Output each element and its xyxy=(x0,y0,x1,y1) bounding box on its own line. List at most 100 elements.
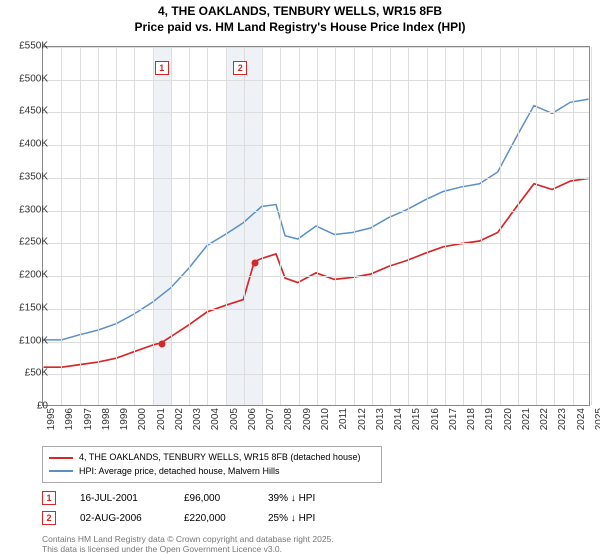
gridline-horizontal xyxy=(43,145,589,146)
chart-container: 4, THE OAKLANDS, TENBURY WELLS, WR15 8FB… xyxy=(0,0,600,560)
x-axis-label: 1996 xyxy=(64,408,75,438)
gridline-vertical xyxy=(317,47,318,405)
y-axis-label: £100K xyxy=(8,335,48,346)
x-axis-label: 2016 xyxy=(430,408,441,438)
gridline-vertical xyxy=(153,47,154,405)
x-axis-label: 2012 xyxy=(357,408,368,438)
x-axis-label: 2014 xyxy=(393,408,404,438)
legend-item: HPI: Average price, detached house, Malv… xyxy=(49,465,375,479)
marker-table-row: 2 02-AUG-2006 £220,000 25% ↓ HPI xyxy=(42,510,348,526)
gridline-vertical xyxy=(116,47,117,405)
marker-table-row: 116-JUL-2001£96,00039% ↓ HPI xyxy=(42,490,348,506)
x-axis-label: 2025 xyxy=(594,408,600,438)
chart-lines-svg xyxy=(43,47,589,405)
gridline-vertical xyxy=(573,47,574,405)
gridline-horizontal xyxy=(43,112,589,113)
gridline-vertical xyxy=(481,47,482,405)
x-axis-label: 2020 xyxy=(503,408,514,438)
footnote: Contains HM Land Registry data © Crown c… xyxy=(42,534,334,554)
y-axis-label: £300K xyxy=(8,204,48,215)
x-axis-label: 2023 xyxy=(557,408,568,438)
y-axis-label: £350K xyxy=(8,171,48,182)
legend-label: 4, THE OAKLANDS, TENBURY WELLS, WR15 8FB… xyxy=(79,451,360,465)
x-axis-label: 1995 xyxy=(46,408,57,438)
x-axis-label: 2007 xyxy=(265,408,276,438)
y-axis-label: £250K xyxy=(8,237,48,248)
x-axis-label: 2006 xyxy=(247,408,258,438)
gridline-vertical xyxy=(354,47,355,405)
gridline-vertical xyxy=(61,47,62,405)
marker-num-box: 2 xyxy=(42,511,56,525)
y-axis-label: £450K xyxy=(8,106,48,117)
plot-area: 12 xyxy=(42,46,590,406)
x-axis-label: 2001 xyxy=(156,408,167,438)
x-axis-label: 2002 xyxy=(174,408,185,438)
gridline-vertical xyxy=(408,47,409,405)
gridline-vertical xyxy=(280,47,281,405)
price-marker-label: 2 xyxy=(233,61,247,75)
gridline-vertical xyxy=(427,47,428,405)
y-axis-label: £550K xyxy=(8,41,48,52)
gridline-horizontal xyxy=(43,276,589,277)
legend-item: 4, THE OAKLANDS, TENBURY WELLS, WR15 8FB… xyxy=(49,451,375,465)
x-axis-label: 2013 xyxy=(375,408,386,438)
marker-price: £220,000 xyxy=(184,513,244,524)
series-line xyxy=(44,178,589,367)
x-axis-label: 2000 xyxy=(137,408,148,438)
gridline-vertical xyxy=(226,47,227,405)
x-axis-label: 2009 xyxy=(302,408,313,438)
gridline-vertical xyxy=(299,47,300,405)
x-axis-label: 2004 xyxy=(210,408,221,438)
x-axis-label: 2003 xyxy=(192,408,203,438)
price-marker-label: 1 xyxy=(155,61,169,75)
gridline-horizontal xyxy=(43,374,589,375)
gridline-vertical xyxy=(207,47,208,405)
gridline-vertical xyxy=(390,47,391,405)
gridline-horizontal xyxy=(43,243,589,244)
gridline-vertical xyxy=(518,47,519,405)
legend-swatch xyxy=(49,457,73,459)
x-axis-label: 2018 xyxy=(466,408,477,438)
marker-price: £96,000 xyxy=(184,493,244,504)
marker-delta: 25% ↓ HPI xyxy=(268,513,348,524)
gridline-vertical xyxy=(262,47,263,405)
gridline-vertical xyxy=(98,47,99,405)
gridline-horizontal xyxy=(43,211,589,212)
gridline-vertical xyxy=(445,47,446,405)
x-axis-label: 2022 xyxy=(539,408,550,438)
gridline-vertical xyxy=(500,47,501,405)
x-axis-label: 1997 xyxy=(83,408,94,438)
y-axis-label: £400K xyxy=(8,139,48,150)
x-axis-label: 2008 xyxy=(283,408,294,438)
marker-table: 116-JUL-2001£96,00039% ↓ HPI202-AUG-2006… xyxy=(42,490,348,530)
gridline-vertical xyxy=(189,47,190,405)
footnote-line2: This data is licensed under the Open Gov… xyxy=(42,544,334,554)
gridline-horizontal xyxy=(43,80,589,81)
legend: 4, THE OAKLANDS, TENBURY WELLS, WR15 8FB… xyxy=(42,446,382,483)
x-axis-label: 2010 xyxy=(320,408,331,438)
marker-date: 02-AUG-2006 xyxy=(80,513,160,524)
x-axis-label: 2024 xyxy=(576,408,587,438)
gridline-vertical xyxy=(134,47,135,405)
price-marker-dot xyxy=(251,260,258,267)
price-marker-dot xyxy=(158,341,165,348)
x-axis-label: 1998 xyxy=(101,408,112,438)
gridline-vertical xyxy=(554,47,555,405)
footnote-line1: Contains HM Land Registry data © Crown c… xyxy=(42,534,334,544)
gridline-vertical xyxy=(80,47,81,405)
x-axis-label: 2011 xyxy=(338,408,349,438)
gridline-horizontal xyxy=(43,342,589,343)
gridline-vertical xyxy=(171,47,172,405)
marker-date: 16-JUL-2001 xyxy=(80,493,160,504)
gridline-vertical xyxy=(591,47,592,405)
title-line2: Price paid vs. HM Land Registry's House … xyxy=(0,20,600,36)
title-line1: 4, THE OAKLANDS, TENBURY WELLS, WR15 8FB xyxy=(0,4,600,20)
y-axis-label: £500K xyxy=(8,73,48,84)
y-axis-label: £150K xyxy=(8,302,48,313)
gridline-vertical xyxy=(244,47,245,405)
gridline-vertical xyxy=(536,47,537,405)
x-axis-label: 1999 xyxy=(119,408,130,438)
legend-label: HPI: Average price, detached house, Malv… xyxy=(79,465,279,479)
chart-title: 4, THE OAKLANDS, TENBURY WELLS, WR15 8FB… xyxy=(0,0,600,35)
legend-swatch xyxy=(49,470,73,472)
